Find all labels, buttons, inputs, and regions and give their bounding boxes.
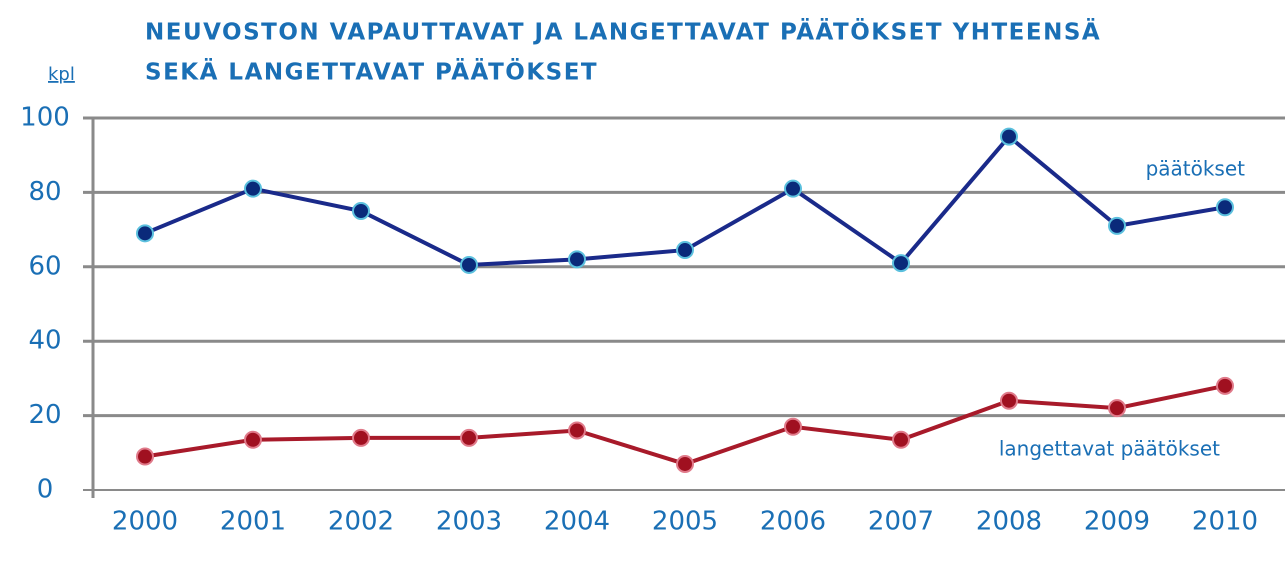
marker: [1216, 376, 1234, 395]
x-tick-label: 2008: [976, 507, 1042, 537]
x-tick-label: 2004: [544, 507, 610, 537]
marker: [892, 430, 910, 449]
marker: [136, 447, 154, 466]
series-label: päätökset: [1146, 157, 1246, 181]
marker: [244, 430, 262, 449]
marker: [352, 428, 370, 447]
marker: [1000, 391, 1018, 410]
marker: [460, 255, 478, 274]
marker: [568, 421, 586, 440]
x-tick-label: 2000: [112, 507, 178, 537]
y-tick-label: 20: [28, 400, 61, 430]
marker: [1108, 399, 1126, 418]
x-tick-label: 2010: [1192, 507, 1258, 537]
marker: [244, 179, 262, 198]
series-label: langettavat päätökset: [999, 437, 1220, 461]
x-tick-label: 2009: [1084, 507, 1150, 537]
x-tick-label: 2001: [220, 507, 286, 537]
marker: [568, 250, 586, 269]
y-tick-label: 80: [28, 177, 61, 207]
y-tick-label: 60: [28, 251, 61, 281]
marker: [784, 417, 802, 436]
x-tick-label: 2005: [652, 507, 718, 537]
x-tick-label: 2003: [436, 507, 502, 537]
y-tick-label: 0: [37, 475, 54, 505]
marker: [1216, 198, 1234, 217]
marker: [1108, 216, 1126, 235]
marker: [676, 454, 694, 473]
x-tick-label: 2006: [760, 507, 826, 537]
marker: [784, 179, 802, 198]
marker: [892, 254, 910, 273]
chart-title: NEUVOSTON VAPAUTTAVAT JA LANGETTAVAT PÄÄ…: [145, 18, 1101, 46]
chart-title: SEKÄ LANGETTAVAT PÄÄTÖKSET: [145, 58, 598, 86]
x-tick-label: 2007: [868, 507, 934, 537]
x-tick-label: 2002: [328, 507, 394, 537]
marker: [460, 428, 478, 447]
y-tick-label: 40: [28, 326, 61, 356]
marker: [352, 202, 370, 220]
y-axis-label: kpl: [48, 64, 75, 85]
marker: [1000, 127, 1018, 146]
y-tick-label: 100: [20, 103, 70, 133]
marker: [676, 241, 694, 260]
marker: [136, 224, 154, 243]
